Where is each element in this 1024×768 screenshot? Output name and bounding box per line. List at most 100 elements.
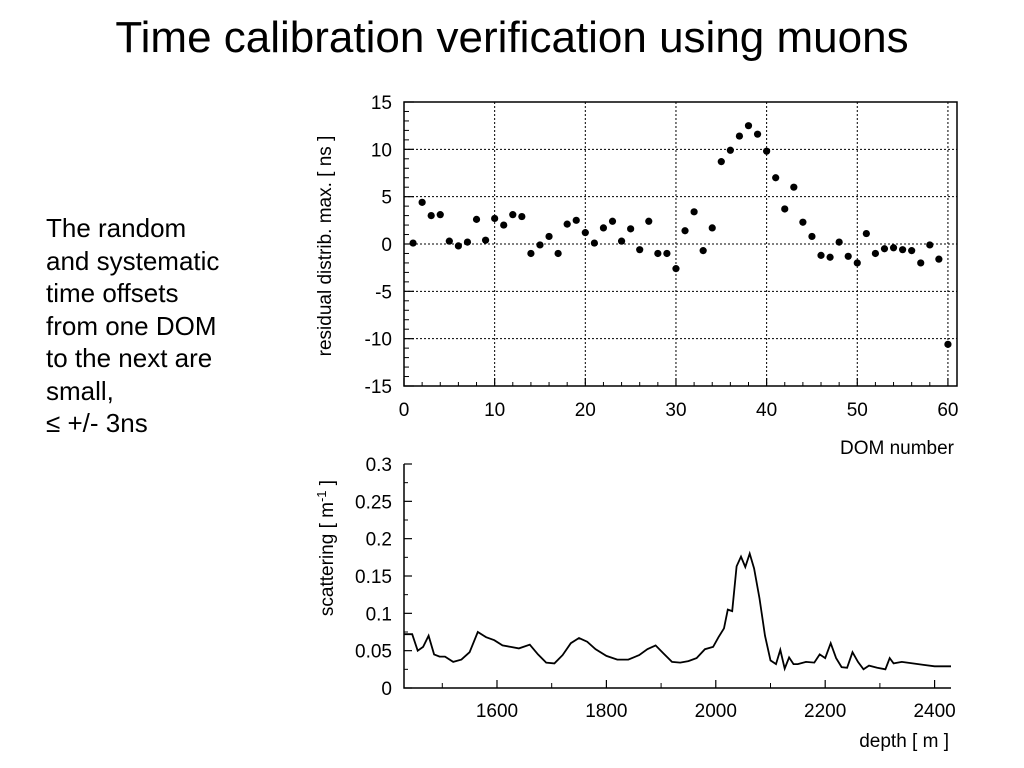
chart1-x-tick-label: 50 bbox=[847, 400, 868, 421]
chart1-data-point bbox=[826, 253, 834, 261]
chart2-ticks: 1600 1800 2000 2200 2400 0 0.05 0.1 0.15 0.2 0.25 0… bbox=[355, 455, 956, 722]
chart1-x-tick-label: 20 bbox=[575, 400, 596, 421]
chart1-data-point bbox=[481, 236, 490, 244]
chart1-data-point bbox=[708, 224, 716, 232]
chart1-data-point bbox=[599, 224, 608, 232]
chart2-x-tick-label: 2400 bbox=[913, 701, 955, 722]
chart2-y-axis-label: scattering [ m-1 ] bbox=[314, 480, 338, 616]
chart1-data-point bbox=[835, 238, 843, 246]
chart1-y-tick-label: 10 bbox=[371, 140, 392, 161]
body-line: The random bbox=[46, 213, 187, 243]
chart1-data-point bbox=[817, 251, 825, 259]
chart1-data-point bbox=[472, 215, 481, 223]
chart1-x-tick-label: 40 bbox=[756, 400, 777, 421]
chart1-data-point bbox=[808, 232, 816, 241]
chart1-data-point bbox=[545, 232, 553, 241]
chart2-x-tick-label: 1600 bbox=[476, 701, 518, 722]
chart1-data-point bbox=[463, 238, 472, 246]
chart2-y-tick-label: 0.05 bbox=[355, 642, 392, 663]
chart1-data-point bbox=[636, 246, 644, 254]
chart1-y-tick-label: -5 bbox=[375, 282, 392, 303]
chart1-data-point bbox=[799, 218, 807, 226]
chart1-data-point bbox=[899, 246, 907, 254]
chart1-x-axis-label: DOM number bbox=[840, 438, 955, 459]
chart1-data-point bbox=[889, 244, 898, 252]
chart2-x-tick-label: 2200 bbox=[804, 701, 846, 722]
chart1-data-point bbox=[627, 225, 635, 233]
chart1-data-point bbox=[844, 252, 852, 260]
body-line: ≤ +/- 3ns bbox=[46, 408, 148, 438]
chart1-data-point bbox=[436, 211, 444, 219]
chart2-axes bbox=[403, 464, 951, 689]
chart1-data-point bbox=[926, 241, 934, 249]
chart2-y-label-sup: -1 bbox=[314, 490, 329, 502]
chart1-data-point bbox=[554, 249, 562, 258]
chart1-grid bbox=[404, 102, 957, 386]
chart1-data-point bbox=[862, 229, 870, 238]
chart1-points bbox=[409, 122, 952, 348]
body-line: time offsets bbox=[46, 278, 179, 308]
chart1-data-point bbox=[590, 239, 598, 247]
chart1-data-point bbox=[654, 249, 662, 258]
chart2-y-tick-label: 0.1 bbox=[366, 604, 392, 625]
chart1-y-axis-label: residual distrib. max. [ ns ] bbox=[315, 136, 336, 357]
chart1-data-point bbox=[690, 208, 698, 216]
chart1-y-tick-label: 5 bbox=[381, 188, 392, 209]
chart1-data-point bbox=[753, 130, 762, 138]
chart1-data-point bbox=[763, 147, 771, 155]
chart1-data-point bbox=[418, 198, 426, 206]
chart1-data-point bbox=[935, 255, 943, 263]
chart1-data-point bbox=[518, 212, 526, 221]
chart1-data-point bbox=[681, 227, 689, 235]
chart1-data-point bbox=[454, 242, 462, 250]
chart1-data-point bbox=[663, 249, 671, 258]
chart1-data-point bbox=[509, 211, 517, 219]
chart1-data-point bbox=[917, 259, 925, 267]
chart1-data-point bbox=[853, 259, 861, 267]
chart1-data-point bbox=[427, 212, 435, 220]
chart1-data-point bbox=[445, 237, 453, 245]
chart1-data-point bbox=[781, 205, 789, 213]
chart2-y-tick-label: 0.2 bbox=[366, 530, 392, 551]
chart1-data-point bbox=[491, 214, 499, 223]
chart1-data-point bbox=[536, 241, 544, 249]
chart1-data-point bbox=[672, 265, 680, 273]
chart1-data-point bbox=[617, 237, 626, 245]
chart2-y-label-main: scattering [ m bbox=[317, 502, 338, 616]
chart1-x-tick-label: 60 bbox=[937, 400, 958, 421]
chart1-x-tick-label: 30 bbox=[665, 400, 686, 421]
chart1-frame bbox=[403, 101, 958, 387]
chart2-series-line bbox=[404, 550, 951, 672]
chart2-y-tick-label: 0.15 bbox=[355, 567, 392, 588]
chart1-y-tick-label: -10 bbox=[365, 330, 392, 351]
chart1-y-tick-label: 0 bbox=[381, 235, 392, 256]
chart1-data-point bbox=[908, 247, 916, 255]
chart1-data-point bbox=[726, 146, 734, 154]
chart1-data-point bbox=[645, 217, 653, 225]
chart1-data-point bbox=[790, 183, 798, 191]
chart2-y-tick-label: 0.25 bbox=[355, 492, 392, 513]
chart2-x-axis-label: depth [ m ] bbox=[859, 731, 949, 752]
chart1-data-point bbox=[572, 216, 580, 224]
chart1-x-tick-label: 10 bbox=[484, 400, 505, 421]
body-line: to the next are bbox=[46, 343, 213, 373]
chart1-data-point bbox=[871, 249, 880, 258]
chart1-data-point bbox=[699, 247, 707, 255]
slide-title: Time calibration verification using muon… bbox=[115, 13, 909, 62]
chart1-x-tick-label: 0 bbox=[399, 400, 410, 421]
chart1-ticks: 0 10 20 30 40 50 60 -15 -10 -5 0 5 10 15 bbox=[365, 93, 959, 421]
chart2-x-tick-label: 1800 bbox=[585, 701, 627, 722]
chart1-data-point bbox=[563, 220, 571, 228]
chart1-data-point bbox=[880, 245, 889, 253]
chart1-data-point bbox=[500, 221, 508, 229]
chart1-data-point bbox=[772, 174, 780, 182]
chart1-data-point bbox=[608, 217, 617, 225]
chart2-x-tick-label: 2000 bbox=[695, 701, 737, 722]
chart1-data-point bbox=[527, 249, 535, 258]
chart1-data-point bbox=[581, 229, 589, 237]
chart1-data-point bbox=[717, 158, 725, 166]
body-line: and systematic bbox=[46, 245, 220, 276]
chart1-data-point bbox=[409, 239, 417, 247]
body-text: The random and systematic time offsets f… bbox=[46, 212, 296, 440]
body-line: from one DOM bbox=[46, 310, 217, 341]
